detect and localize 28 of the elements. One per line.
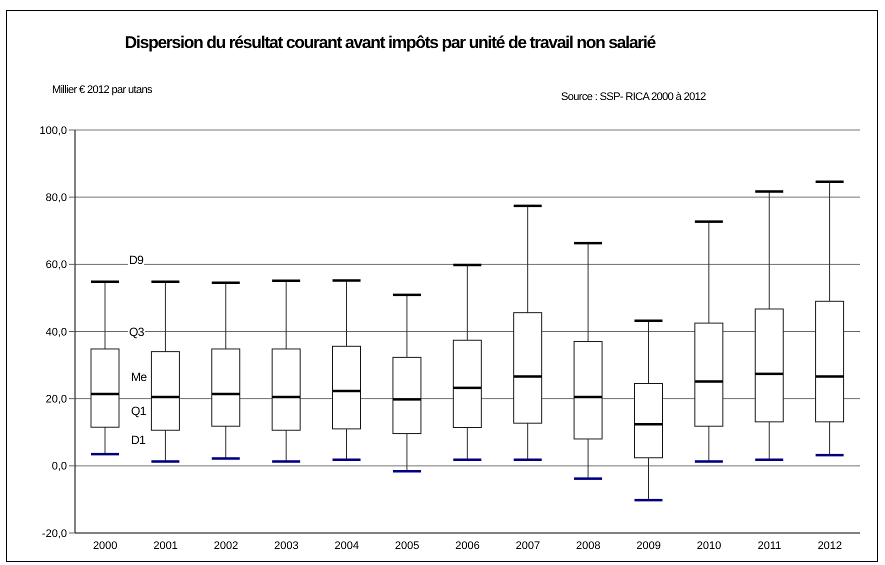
x-tick-label: 2011 bbox=[758, 540, 782, 552]
annotation: D1 bbox=[130, 433, 146, 447]
y-tick-label: 20,0 bbox=[46, 394, 67, 406]
y-tick-label: 80,0 bbox=[46, 192, 67, 204]
source-note: Source : SSP- RICA 2000 à 2012 bbox=[560, 90, 707, 104]
annotation: D9 bbox=[128, 253, 144, 267]
x-tick-label: 2009 bbox=[636, 540, 661, 552]
x-tick-label: 2000 bbox=[92, 540, 118, 552]
x-tick-label: 2005 bbox=[394, 540, 420, 552]
y-tick-label: 0,0 bbox=[52, 460, 67, 473]
y-tick-label: 100,0 bbox=[39, 124, 67, 137]
x-tick-label: 2007 bbox=[516, 540, 540, 552]
x-tick-label: 2008 bbox=[576, 540, 601, 552]
x-tick-label: 2003 bbox=[274, 540, 299, 552]
x-tick-label: 2001 bbox=[153, 540, 178, 552]
x-tick-label: 2012 bbox=[818, 540, 842, 552]
y-tick-label: 60,0 bbox=[46, 259, 67, 272]
x-tick-label: 2004 bbox=[334, 540, 359, 552]
y-tick-label: -20,0 bbox=[42, 528, 67, 540]
annotation: Q1 bbox=[130, 404, 147, 418]
x-tick-label: 2006 bbox=[455, 540, 480, 552]
chart-title: Dispersion du résultat courant avant impôts par unité de travail non salarié bbox=[124, 32, 657, 54]
y-axis-title: Millier € 2012 par utans bbox=[52, 84, 152, 96]
y-tick-label: 40,0 bbox=[46, 326, 67, 338]
x-tick-label: 2010 bbox=[696, 540, 722, 552]
annotation: Q3 bbox=[128, 325, 145, 339]
x-tick-label: 2002 bbox=[214, 540, 238, 552]
annotation: Me bbox=[130, 370, 148, 384]
